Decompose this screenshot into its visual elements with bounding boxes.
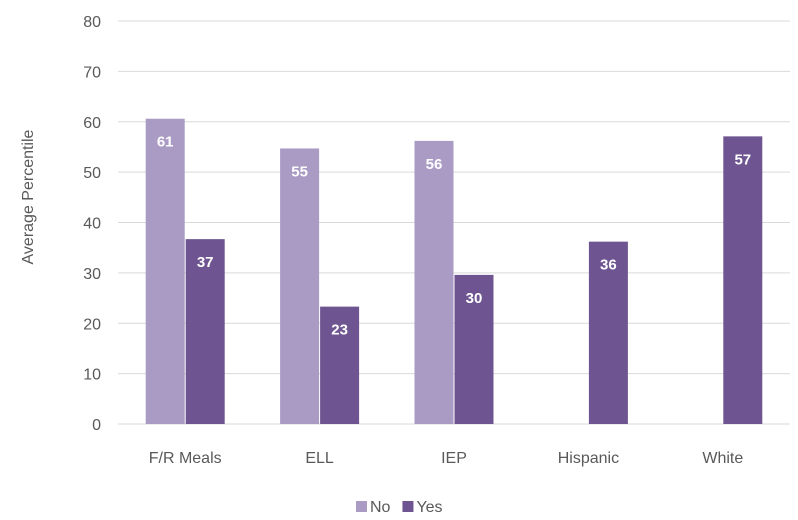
legend-swatch-yes	[402, 501, 414, 512]
data-label: 36	[600, 257, 617, 274]
legend-swatch-no	[356, 501, 367, 512]
y-axis-label: Average Percentile	[20, 129, 37, 264]
data-label: 23	[331, 322, 348, 339]
y-tick-label: 70	[83, 64, 101, 81]
bar-no	[280, 148, 320, 425]
y-axis-ticks: 0 10 20 30 40 50 60 70 80	[83, 14, 101, 434]
y-tick-label: 10	[83, 367, 101, 384]
y-tick-label: 80	[83, 14, 101, 31]
bars: 61 37 55 23 56 30 36 57	[145, 118, 763, 425]
bar-yes	[185, 239, 225, 424]
legend-label-yes: Yes	[416, 499, 442, 516]
bar-no	[145, 118, 185, 424]
y-tick-label: 50	[83, 165, 101, 182]
y-tick-label: 60	[83, 115, 101, 132]
x-axis-ticks: F/R Meals ELL IEP Hispanic White	[149, 450, 744, 467]
x-tick-label: White	[702, 450, 743, 467]
bar-no	[414, 140, 454, 424]
bar-yes	[723, 136, 763, 424]
x-tick-label: ELL	[305, 450, 334, 467]
legend-label-no: No	[370, 499, 391, 516]
bar-yes	[588, 241, 628, 424]
data-label: 55	[291, 163, 308, 180]
bar-yes	[454, 274, 494, 424]
y-tick-label: 30	[83, 266, 101, 283]
data-label: 57	[734, 151, 751, 168]
x-tick-label: F/R Meals	[149, 450, 222, 467]
data-label: 56	[426, 156, 443, 173]
data-label: 37	[197, 254, 214, 271]
gridlines	[118, 20, 790, 425]
y-tick-label: 20	[83, 316, 101, 333]
y-tick-label: 40	[83, 216, 101, 233]
x-tick-label: IEP	[441, 450, 467, 467]
data-label: 61	[157, 134, 174, 151]
legend: No Yes	[356, 499, 443, 516]
x-tick-label: Hispanic	[558, 450, 619, 467]
bar-yes	[320, 306, 360, 424]
data-label: 30	[466, 290, 483, 307]
y-tick-label: 0	[92, 417, 101, 434]
